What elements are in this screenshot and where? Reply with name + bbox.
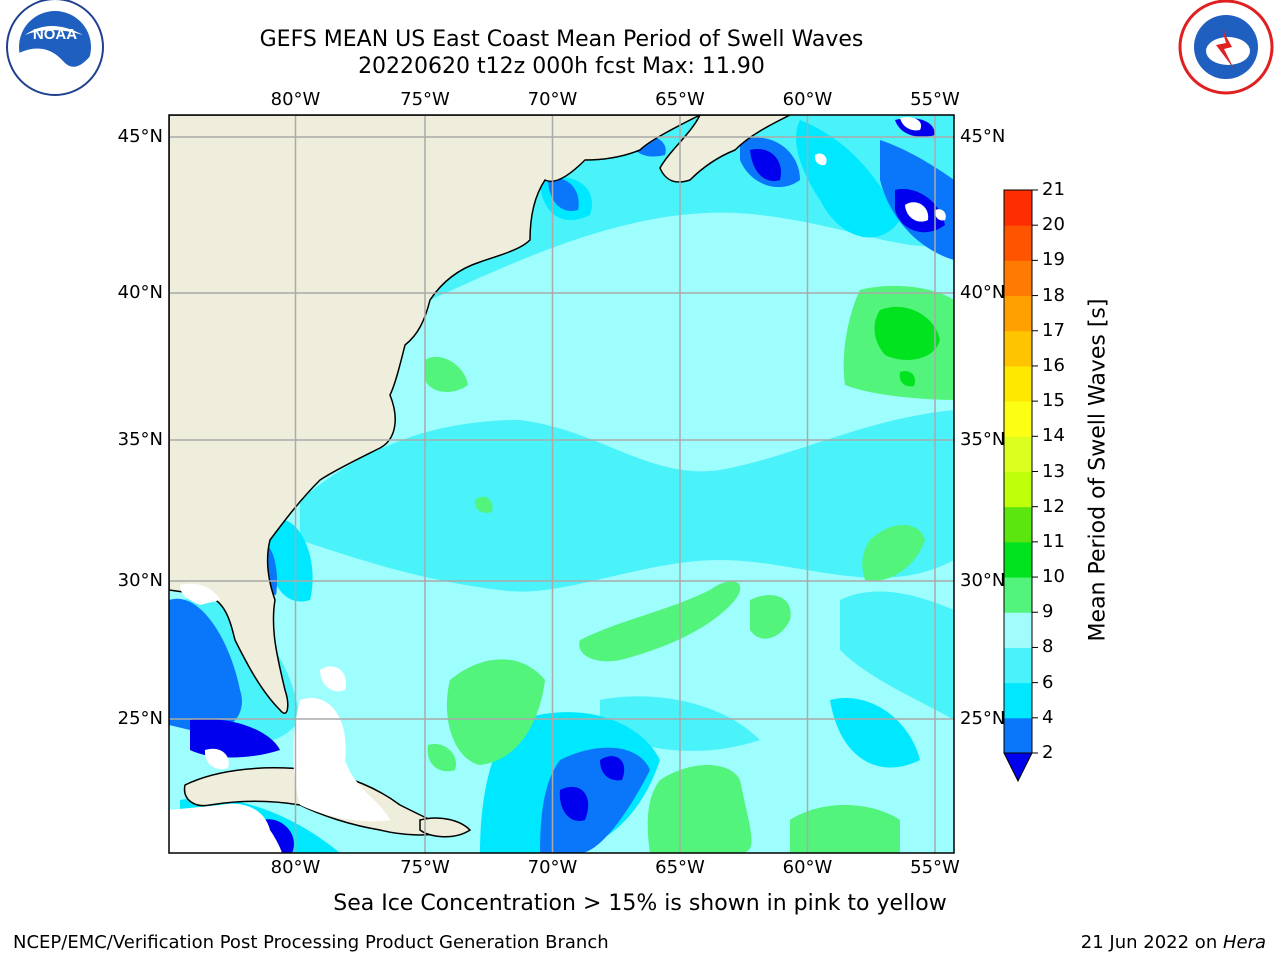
lon-tick-bottom: 80°W bbox=[270, 857, 321, 878]
colorbar-segment bbox=[1004, 190, 1032, 226]
lat-tick-right: 35°N bbox=[960, 429, 1006, 450]
lon-tick-bottom: 60°W bbox=[782, 857, 833, 878]
colorbar-tick-label: 21 bbox=[1042, 179, 1065, 200]
colorbar-tick-label: 6 bbox=[1042, 671, 1054, 693]
colorbar-tick-label: 9 bbox=[1042, 601, 1054, 623]
lon-tick-bottom: 55°W bbox=[910, 857, 960, 878]
sea-ice-caption: Sea Ice Concentration > 15% is shown in … bbox=[333, 891, 947, 916]
lat-tick-right: 25°N bbox=[960, 708, 1006, 729]
graticule bbox=[169, 115, 954, 853]
lon-tick-bottom: 65°W bbox=[655, 857, 705, 878]
lat-tick-left: 25°N bbox=[117, 708, 163, 729]
nws-logo bbox=[1178, 0, 1274, 95]
lat-tick-left: 30°N bbox=[117, 570, 163, 591]
footer-date: 21 Jun 2022 on Hera bbox=[1081, 932, 1266, 953]
colorbar-segment bbox=[1004, 541, 1032, 578]
colorbar-tick-label: 11 bbox=[1042, 530, 1065, 552]
colorbar-segment bbox=[1004, 330, 1032, 367]
lat-tick-left: 40°N bbox=[117, 282, 163, 303]
colorbar-segment bbox=[1004, 577, 1032, 613]
swell-10-11s-regions bbox=[874, 306, 940, 387]
lon-tick-top: 55°W bbox=[910, 89, 960, 110]
colorbar-segment bbox=[1004, 295, 1032, 332]
footer-machine: Hera bbox=[1222, 932, 1266, 953]
noaa-logo: NOAA bbox=[6, 0, 104, 96]
colorbar-tick-label: 16 bbox=[1042, 354, 1065, 376]
lon-tick-top: 80°W bbox=[270, 89, 321, 110]
colorbar-segment bbox=[1004, 225, 1032, 261]
colorbar-segment bbox=[1004, 647, 1032, 684]
lat-tick-right: 45°N bbox=[960, 126, 1006, 147]
colorbar-tick-label: 4 bbox=[1042, 706, 1054, 728]
lon-tick-top: 65°W bbox=[655, 89, 705, 110]
colorbar-tick-label: 2 bbox=[1042, 742, 1054, 763]
colorbar-segment bbox=[1004, 506, 1032, 543]
colorbar-tick-label: 10 bbox=[1042, 566, 1065, 588]
map-title: GEFS MEAN US East Coast Mean Period of S… bbox=[259, 27, 864, 52]
colorbar-under-extension bbox=[1003, 752, 1033, 783]
map-subtitle: 20220620 t12z 000h fcst Max: 11.90 bbox=[358, 54, 765, 79]
footer-date-text: 21 Jun 2022 on bbox=[1080, 932, 1223, 953]
colorbar-tick-label: 14 bbox=[1042, 425, 1065, 447]
colorbar-tick-label: 19 bbox=[1042, 249, 1065, 271]
colorbar-tick-label: 13 bbox=[1042, 460, 1065, 482]
colorbar-title-text: Mean Period of Swell Waves [s] bbox=[1085, 298, 1111, 642]
footer-credit: NCEP/EMC/Verification Post Processing Pr… bbox=[13, 932, 609, 953]
colorbar-tick-label: 20 bbox=[1042, 214, 1065, 236]
colorbar-segment bbox=[1004, 365, 1032, 402]
lat-tick-right: 30°N bbox=[960, 570, 1006, 591]
colorbar-segment bbox=[1004, 471, 1032, 508]
colorbar-segment bbox=[1004, 260, 1032, 297]
colorbar-segment bbox=[1004, 682, 1032, 719]
lon-tick-bottom: 70°W bbox=[527, 857, 578, 878]
noaa-logo-text: NOAA bbox=[33, 26, 77, 43]
colorbar-tick-label: 8 bbox=[1042, 636, 1054, 658]
colorbar-tick-label: 15 bbox=[1042, 390, 1065, 412]
lon-tick-bottom: 75°W bbox=[400, 857, 450, 878]
map-frame bbox=[168, 114, 955, 854]
lon-tick-top: 75°W bbox=[400, 89, 450, 110]
lon-tick-top: 70°W bbox=[527, 89, 578, 110]
colorbar-tick-label: 12 bbox=[1042, 495, 1065, 517]
lon-tick-top: 60°W bbox=[782, 89, 833, 110]
colorbar-tick-label: 17 bbox=[1042, 319, 1065, 341]
lat-tick-left: 35°N bbox=[117, 429, 163, 450]
colorbar bbox=[1003, 189, 1038, 783]
colorbar-segment bbox=[1004, 612, 1032, 648]
colorbar-segment bbox=[1004, 717, 1032, 754]
colorbar-segment bbox=[1004, 436, 1032, 472]
colorbar-tick-label: 18 bbox=[1042, 284, 1065, 306]
colorbar-segment bbox=[1004, 401, 1032, 437]
no-data-areas bbox=[169, 117, 946, 853]
lat-tick-right: 40°N bbox=[960, 282, 1006, 303]
lat-tick-left: 45°N bbox=[117, 126, 163, 147]
